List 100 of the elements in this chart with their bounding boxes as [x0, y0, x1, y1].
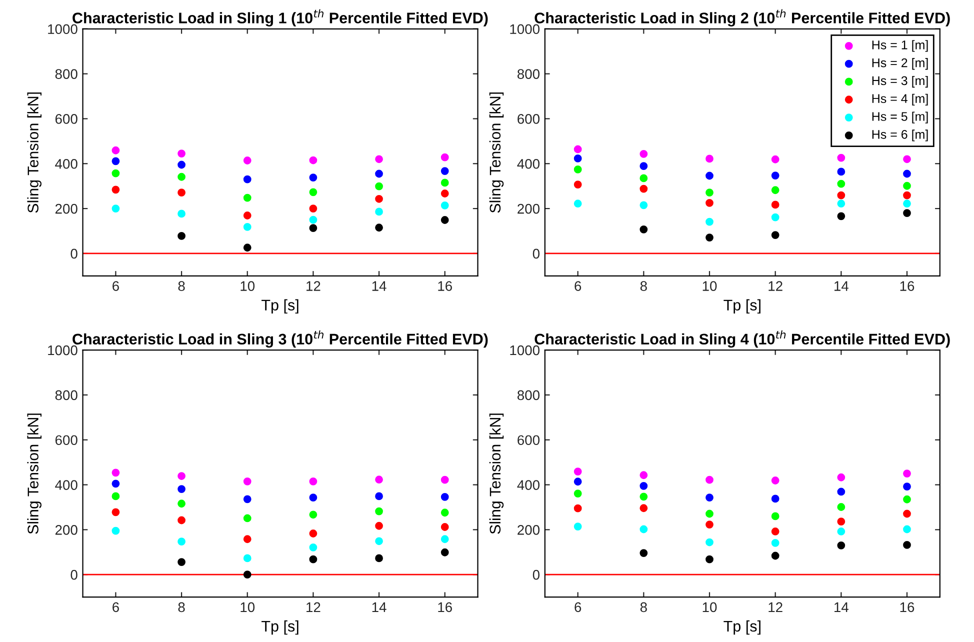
y-axis-title: Sling Tension [kN] [27, 414, 42, 534]
y-tick-label: 800 [55, 69, 78, 79]
point [243, 535, 252, 544]
point [375, 537, 383, 546]
y-tick-label: 1000 [48, 24, 78, 34]
y-tick-label: 800 [517, 69, 540, 79]
point [309, 494, 318, 502]
point [112, 204, 120, 212]
point [706, 510, 714, 518]
y-axis-title: Sling Tension [kN] [489, 92, 504, 213]
point [640, 225, 648, 234]
point [903, 191, 911, 200]
point [309, 174, 318, 182]
x-tick-label: 14 [834, 281, 848, 291]
point [706, 188, 714, 197]
x-tick-label: 10 [702, 281, 717, 291]
point [440, 153, 449, 162]
point [309, 188, 318, 196]
point [112, 508, 120, 516]
point [440, 523, 449, 531]
x-tick-label: 6 [112, 602, 119, 612]
point [309, 530, 318, 538]
x-axis-title: Tp [s] [724, 620, 760, 635]
x-tick-label: 8 [640, 602, 647, 612]
x-tick-label: 8 [178, 602, 185, 612]
point [706, 234, 714, 242]
point [243, 477, 252, 486]
y-tick-label: 0 [70, 570, 78, 580]
y-tick-label: 200 [55, 525, 78, 535]
x-axis-title: Tp [s] [262, 299, 298, 314]
y-tick-label: 1000 [510, 345, 540, 356]
legend-label: Hs = 3 [m] [872, 76, 928, 88]
point [440, 492, 449, 501]
x-tick-label: 16 [900, 281, 914, 291]
point [640, 150, 648, 158]
point [706, 198, 714, 207]
y-tick-label: 1000 [510, 24, 540, 34]
point [243, 570, 252, 579]
point [112, 480, 120, 488]
point [112, 526, 120, 535]
point [375, 492, 383, 500]
point [309, 555, 318, 564]
point [771, 512, 780, 520]
point [178, 150, 186, 158]
point [243, 514, 252, 522]
point [178, 172, 186, 181]
point [837, 488, 846, 496]
point [640, 549, 648, 557]
y-tick-label: 400 [55, 158, 78, 169]
point [640, 174, 648, 182]
point [903, 209, 911, 217]
point [771, 476, 780, 484]
point [640, 492, 648, 501]
point [903, 541, 911, 549]
y-tick-label: 1000 [48, 345, 78, 356]
point [309, 477, 318, 486]
point [112, 492, 120, 500]
point [243, 223, 252, 231]
point [574, 166, 582, 174]
point [706, 538, 714, 546]
point [243, 175, 252, 184]
y-tick-label: 600 [55, 114, 78, 124]
point [574, 490, 582, 498]
legend-label: Hs = 5 [m] [872, 112, 928, 124]
point [706, 476, 714, 484]
y-tick-label: 400 [55, 480, 78, 490]
point [837, 212, 846, 220]
point [178, 538, 186, 546]
point [440, 476, 449, 484]
point [178, 188, 186, 197]
point [375, 208, 383, 216]
y-tick-label: 600 [518, 114, 540, 124]
x-tick-label: 16 [438, 281, 452, 291]
point [178, 210, 186, 218]
point [574, 180, 582, 188]
point [309, 216, 318, 224]
y-axis-title: Sling Tension [kN] [27, 92, 42, 213]
point [112, 146, 120, 154]
point [706, 218, 714, 226]
y-tick-label: 200 [55, 204, 78, 214]
y-tick-label: 200 [518, 525, 540, 535]
x-tick-label: 8 [178, 281, 185, 291]
point [771, 155, 780, 164]
x-axis-title: Tp [s] [262, 620, 298, 635]
point [837, 541, 846, 550]
point [903, 155, 911, 164]
point [440, 535, 449, 544]
point [903, 495, 911, 504]
x-tick-label: 14 [372, 281, 386, 291]
point [243, 194, 252, 202]
y-tick-label: 800 [517, 390, 540, 400]
point [309, 156, 318, 164]
point [903, 525, 911, 534]
point [375, 554, 383, 562]
point [375, 170, 383, 178]
point [112, 157, 120, 166]
point [440, 508, 449, 517]
point [440, 190, 449, 198]
point [837, 180, 846, 188]
y-tick-label: 400 [517, 480, 540, 490]
